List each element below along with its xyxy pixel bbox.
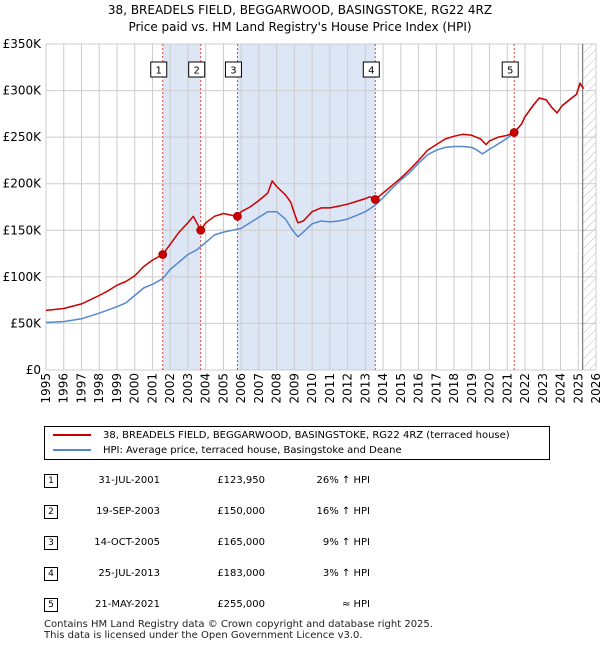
legend-swatch-property <box>53 434 91 436</box>
x-tick-label: 2003 <box>181 373 195 404</box>
x-tick-label: 2020 <box>483 373 497 404</box>
sale-hpi-change: 26% ↑ HPI <box>316 475 370 486</box>
x-tick-label: 2014 <box>376 373 390 404</box>
forecast-region <box>582 44 596 370</box>
sale-hpi-change: 16% ↑ HPI <box>316 506 370 517</box>
x-tick-label: 2009 <box>287 373 301 404</box>
sale-interval-shade <box>237 44 376 370</box>
y-tick-label: £350K <box>3 37 43 51</box>
y-tick-label: £300K <box>3 84 43 98</box>
sale-number-label: 5 <box>507 66 513 77</box>
sale-date: 14-OCT-2005 <box>94 537 160 548</box>
sale-hpi-change: 9% ↑ HPI <box>322 537 370 548</box>
sale-number-box <box>150 61 168 78</box>
x-tick-label: 2021 <box>500 373 514 404</box>
x-tick-label: 2008 <box>270 373 284 404</box>
legend-label-property: 38, BREADELS FIELD, BEGGARWOOD, BASINGST… <box>103 430 510 441</box>
y-tick-label: £50K <box>10 316 42 330</box>
sale-hpi-change: 3% ↑ HPI <box>322 568 370 579</box>
sale-badge: 4 <box>44 567 58 581</box>
property-series-line <box>45 82 585 312</box>
sale-badge: 5 <box>44 598 58 612</box>
sale-badge: 2 <box>44 505 58 519</box>
sale-row: 1 31-JUL-2001 £123,950 26% ↑ HPI <box>0 470 600 490</box>
x-tick-label: 2007 <box>252 373 266 404</box>
x-tick-label: 2002 <box>163 373 177 404</box>
sale-date: 19-SEP-2003 <box>96 506 160 517</box>
x-tick-label: 2006 <box>234 373 248 404</box>
license-notice: This data is licensed under the Open Gov… <box>44 630 363 641</box>
x-tick-label: 2015 <box>394 373 408 404</box>
x-tick-label: 1997 <box>74 373 88 404</box>
sale-number-label: 4 <box>368 66 374 77</box>
legend-item-hpi: HPI: Average price, terraced house, Basi… <box>53 444 402 458</box>
x-tick-label: 2026 <box>589 373 600 404</box>
x-tick-label: 2013 <box>358 373 372 404</box>
sale-hpi-change: ≈ HPI <box>341 599 370 610</box>
sale-number-label: 2 <box>194 66 200 77</box>
y-tick-label: £250K <box>3 130 43 144</box>
sale-number-box <box>501 61 519 78</box>
sale-row: 3 14-OCT-2005 £165,000 9% ↑ HPI <box>0 532 600 552</box>
sale-price: £150,000 <box>217 506 265 517</box>
sale-number-box <box>188 61 206 78</box>
sale-point <box>158 250 168 259</box>
y-tick-label: £150K <box>3 223 43 237</box>
x-tick-label: 2004 <box>199 373 213 404</box>
x-tick-label: 2023 <box>536 373 550 404</box>
sale-point <box>233 211 242 221</box>
chart-subtitle: Price paid vs. HM Land Registry's House … <box>128 20 472 34</box>
sale-number-box <box>362 61 380 78</box>
sale-row: 4 25-JUL-2013 £183,000 3% ↑ HPI <box>0 563 600 583</box>
x-tick-label: 2010 <box>305 373 319 404</box>
x-tick-label: 2000 <box>128 373 142 404</box>
x-tick-label: 2017 <box>429 373 443 404</box>
x-tick-label: 2011 <box>323 373 337 404</box>
sale-date: 25-JUL-2013 <box>98 568 160 579</box>
price-chart: 1 2 3 4 5 £0 £50K £100K £150K £200K £250K £300K £350… <box>3 37 600 404</box>
x-tick-label: 1995 <box>39 373 53 404</box>
sale-price: £183,000 <box>217 568 265 579</box>
sale-point <box>509 128 519 137</box>
sale-interval-shade <box>162 44 201 370</box>
y-tick-label: £0 <box>26 363 41 377</box>
chart-title: 38, BREADELS FIELD, BEGGARWOOD, BASINGST… <box>107 3 493 17</box>
x-tick-label: 2025 <box>571 373 585 404</box>
legend-item-property: 38, BREADELS FIELD, BEGGARWOOD, BASINGST… <box>53 429 510 443</box>
legend-label-hpi: HPI: Average price, terraced house, Basi… <box>103 445 402 456</box>
x-tick-label: 2022 <box>518 373 532 404</box>
sale-number-label: 3 <box>230 66 236 77</box>
legend: 38, BREADELS FIELD, BEGGARWOOD, BASINGST… <box>44 426 550 460</box>
sale-row: 5 21-MAY-2021 £255,000 ≈ HPI <box>0 594 600 614</box>
sale-price: £123,950 <box>217 475 265 486</box>
x-tick-label: 1998 <box>92 373 106 404</box>
x-tick-label: 1999 <box>110 373 124 404</box>
sale-point <box>370 195 380 204</box>
sale-row: 2 19-SEP-2003 £150,000 16% ↑ HPI <box>0 501 600 521</box>
sale-number-box <box>224 61 242 78</box>
sale-badge: 1 <box>44 474 58 488</box>
sale-price: £165,000 <box>217 537 265 548</box>
sale-point <box>196 225 206 235</box>
sale-date: 21-MAY-2021 <box>94 599 160 610</box>
sale-date: 31-JUL-2001 <box>98 475 160 486</box>
copyright-notice: Contains HM Land Registry data © Crown c… <box>44 619 433 630</box>
legend-swatch-hpi <box>53 449 91 451</box>
sale-badge: 3 <box>44 536 58 550</box>
x-tick-label: 1996 <box>57 373 71 404</box>
footer: Contains HM Land Registry data © Crown c… <box>44 619 433 641</box>
sale-price: £255,000 <box>217 599 265 610</box>
x-tick-label: 2012 <box>341 373 355 404</box>
x-tick-label: 2024 <box>554 373 568 404</box>
y-tick-label: £100K <box>3 270 43 284</box>
y-tick-label: £200K <box>3 177 43 191</box>
sale-number-label: 1 <box>156 66 162 77</box>
x-tick-label: 2005 <box>216 373 230 404</box>
x-tick-label: 2019 <box>465 373 479 404</box>
x-tick-label: 2001 <box>145 373 159 404</box>
x-tick-label: 2018 <box>447 373 461 404</box>
x-tick-label: 2016 <box>412 373 426 404</box>
